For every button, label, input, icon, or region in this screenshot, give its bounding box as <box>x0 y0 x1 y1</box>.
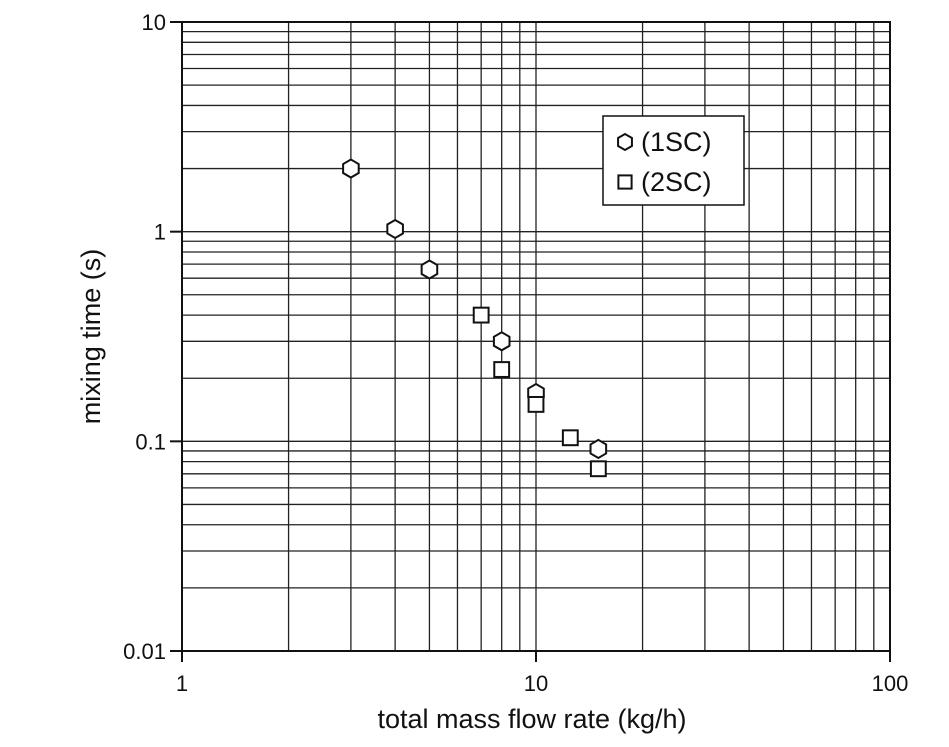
square-data-point <box>561 429 579 447</box>
legend-label: (2SC) <box>641 167 712 197</box>
grid <box>182 22 890 651</box>
square-data-point <box>472 306 490 324</box>
hexagon-data-point <box>492 331 511 352</box>
square-data-point <box>589 460 607 478</box>
square-data-point <box>493 361 511 378</box>
x-tick-label: 10 <box>524 671 548 696</box>
x-tick-label: 100 <box>872 671 909 696</box>
y-tick-label: 0.01 <box>123 639 166 664</box>
data-markers <box>342 158 608 478</box>
axis-ticks: 0.01 0.1 1 10 1 10 100 <box>123 10 908 696</box>
hexagon-data-point <box>589 438 608 460</box>
legend: (1SC) (2SC) <box>602 115 745 206</box>
y-tick-label: 10 <box>142 10 166 35</box>
x-tick-label: 1 <box>176 671 188 696</box>
hexagon-legend-icon <box>617 132 633 152</box>
y-tick-label: 0.1 <box>135 429 166 454</box>
legend-item: (1SC) <box>617 127 712 157</box>
hexagon-data-point <box>386 218 404 240</box>
legend-item: (2SC) <box>617 167 712 197</box>
hexagon-data-point <box>342 158 360 179</box>
x-axis-title: total mass flow rate (kg/h) <box>377 704 686 734</box>
series-2 <box>472 306 607 478</box>
y-tick-label: 1 <box>154 220 166 245</box>
legend-box <box>602 115 745 206</box>
square-data-point <box>527 395 545 413</box>
legend-label: (1SC) <box>641 127 712 157</box>
y-axis-title: mixing time (s) <box>76 249 106 425</box>
hexagon-data-point <box>420 259 439 280</box>
square-legend-icon <box>617 174 633 190</box>
